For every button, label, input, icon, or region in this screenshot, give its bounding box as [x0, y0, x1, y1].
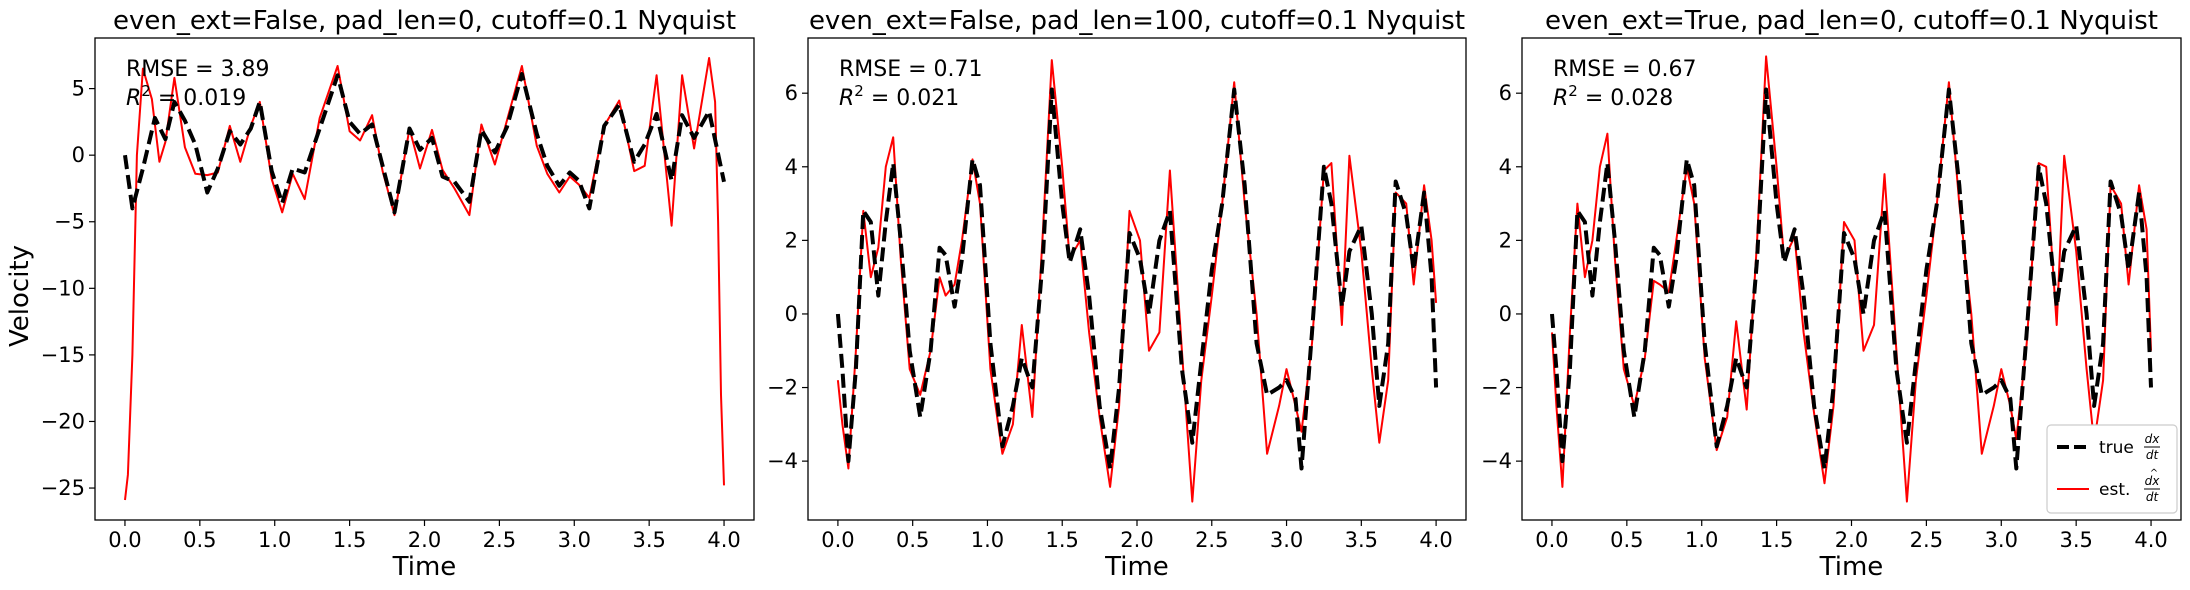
y-tick-label: −4 [767, 449, 798, 473]
x-tick-label: 2.5 [1910, 528, 1943, 552]
r2-annotation: R2 = 0.028 [1553, 82, 1673, 111]
x-axis-label: Time [392, 552, 457, 582]
y-tick-label: −20 [41, 409, 85, 433]
x-tick-label: 2.0 [1835, 528, 1868, 552]
x-tick-label: 1.0 [258, 528, 291, 552]
series-group [1550, 55, 2153, 503]
panel-1: even_ext=False, pad_len=0, cutoff=0.1 Ny… [41, 6, 755, 582]
x-tick-label: 2.5 [483, 528, 516, 552]
r2-annotation: R2 = 0.019 [126, 82, 246, 111]
y-tick-label: −2 [767, 376, 798, 400]
x-tick-label: 3.5 [632, 528, 665, 552]
x-tick-label: 2.0 [1120, 528, 1153, 552]
x-tick-label: 4.0 [1419, 528, 1452, 552]
axes-frame [1521, 37, 2182, 521]
y-tick-label: 2 [1499, 228, 1512, 252]
true-velocity-line [123, 72, 726, 215]
y-tick-label: −5 [54, 210, 85, 234]
y-tick-label: −10 [41, 276, 85, 300]
axes-frame [94, 37, 755, 521]
r2-annotation: R2 = 0.021 [839, 82, 959, 111]
y-tick-label: 4 [1499, 155, 1512, 179]
svg-text:dx: dx [2145, 432, 2161, 446]
x-axis-label: Time [1104, 552, 1169, 582]
x-tick-label: 0.0 [108, 528, 141, 552]
y-tick-label: 6 [785, 81, 798, 105]
x-tick-label: 0.5 [896, 528, 929, 552]
y-tick-label: 5 [72, 77, 85, 101]
legend-true-label: true [2099, 438, 2134, 458]
legend-true-fraction: dx dt [2144, 432, 2160, 462]
panel-3: even_ext=True, pad_len=0, cutoff=0.1 Nyq… [1481, 6, 2182, 582]
x-tick-label: 1.0 [971, 528, 1004, 552]
panels: even_ext=False, pad_len=0, cutoff=0.1 Ny… [41, 6, 2182, 582]
x-tick-label: 4.0 [2134, 528, 2167, 552]
rmse-annotation: RMSE = 0.67 [1553, 57, 1697, 82]
y-tick-label: −15 [41, 343, 85, 367]
x-tick-label: 2.0 [408, 528, 441, 552]
axes-frame [807, 37, 1467, 521]
y-tick-label: −4 [1481, 449, 1512, 473]
series-group [835, 59, 1439, 503]
legend-est-label: est. [2099, 480, 2130, 500]
panel-title: even_ext=True, pad_len=0, cutoff=0.1 Nyq… [1545, 6, 2158, 36]
x-tick-label: 2.5 [1195, 528, 1228, 552]
y-tick-label: 0 [72, 143, 85, 167]
x-tick-label: 3.0 [558, 528, 591, 552]
svg-text:dx: dx [2145, 474, 2161, 488]
rmse-annotation: RMSE = 0.71 [839, 57, 983, 82]
x-tick-label: 0.5 [1610, 528, 1643, 552]
x-tick-label: 3.0 [1270, 528, 1303, 552]
x-tick-label: 1.5 [333, 528, 366, 552]
svg-text:dt: dt [2146, 490, 2160, 504]
x-tick-label: 3.5 [1345, 528, 1378, 552]
x-tick-label: 4.0 [707, 528, 740, 552]
rmse-annotation: RMSE = 3.89 [126, 57, 270, 82]
y-tick-label: 4 [785, 155, 798, 179]
y-axis-label: Velocity [5, 245, 35, 347]
x-tick-label: 1.5 [1046, 528, 1079, 552]
x-tick-label: 3.5 [2059, 528, 2092, 552]
y-tick-label: 0 [785, 302, 798, 326]
panel-title: even_ext=False, pad_len=100, cutoff=0.1 … [809, 6, 1465, 36]
svg-text:dt: dt [2146, 448, 2160, 462]
true-velocity-line [1550, 87, 2153, 471]
panel-2: even_ext=False, pad_len=100, cutoff=0.1 … [767, 6, 1467, 582]
legend-est-fraction: ^dx dt [2144, 468, 2160, 504]
x-axis-label: Time [1819, 552, 1884, 582]
x-tick-label: 0.0 [1535, 528, 1568, 552]
y-tick-label: 0 [1499, 302, 1512, 326]
true-velocity-line [835, 87, 1439, 471]
x-tick-label: 1.5 [1760, 528, 1793, 552]
series-group [123, 57, 726, 501]
y-tick-label: −2 [1481, 376, 1512, 400]
panel-title: even_ext=False, pad_len=0, cutoff=0.1 Ny… [113, 6, 736, 36]
y-tick-label: 6 [1499, 81, 1512, 105]
estimated-velocity-line [124, 57, 725, 501]
y-tick-label: 2 [785, 228, 798, 252]
x-tick-label: 3.0 [1985, 528, 2018, 552]
svg-text:^: ^ [2150, 468, 2158, 479]
x-tick-label: 1.0 [1685, 528, 1718, 552]
x-tick-label: 0.0 [821, 528, 854, 552]
y-tick-label: −25 [41, 476, 85, 500]
x-tick-label: 0.5 [183, 528, 216, 552]
